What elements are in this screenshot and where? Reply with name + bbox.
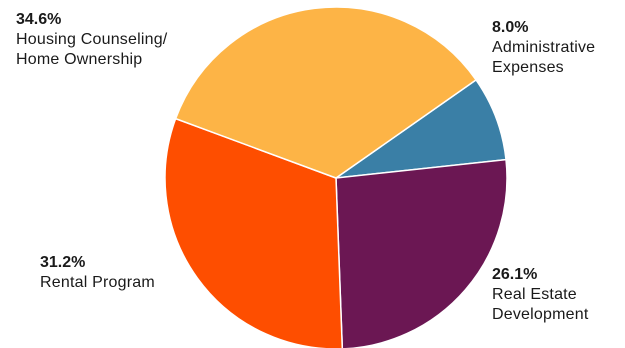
slice-label-rental-program: 31.2% Rental Program <box>40 253 155 293</box>
slice-category-label: Expenses <box>492 59 564 76</box>
slice-category-label: Real Estate <box>492 286 577 303</box>
slice-category-label: Housing Counseling/ <box>16 31 168 48</box>
slice-percent-label: 31.2% <box>40 254 86 271</box>
slice-percent-label: 34.6% <box>16 11 62 28</box>
slice-percent-label: 26.1% <box>492 266 538 283</box>
slice-category-label: Administrative <box>492 39 596 56</box>
slice-label-administrative-expenses: 8.0% Administrative Expenses <box>492 18 595 78</box>
slice-category-label: Development <box>492 306 589 323</box>
slice-label-real-estate-development: 26.1% Real Estate Development <box>492 265 588 325</box>
slice-percent-label: 8.0% <box>492 19 529 36</box>
pie-slice-3 <box>174 6 477 179</box>
pie-slice-1 <box>335 158 508 348</box>
slice-category-label: Home Ownership <box>16 51 143 68</box>
pie-slice-2 <box>164 117 344 348</box>
slice-label-housing-counseling: 34.6% Housing Counseling/ Home Ownership <box>16 10 167 70</box>
slice-category-label: Rental Program <box>40 274 155 291</box>
